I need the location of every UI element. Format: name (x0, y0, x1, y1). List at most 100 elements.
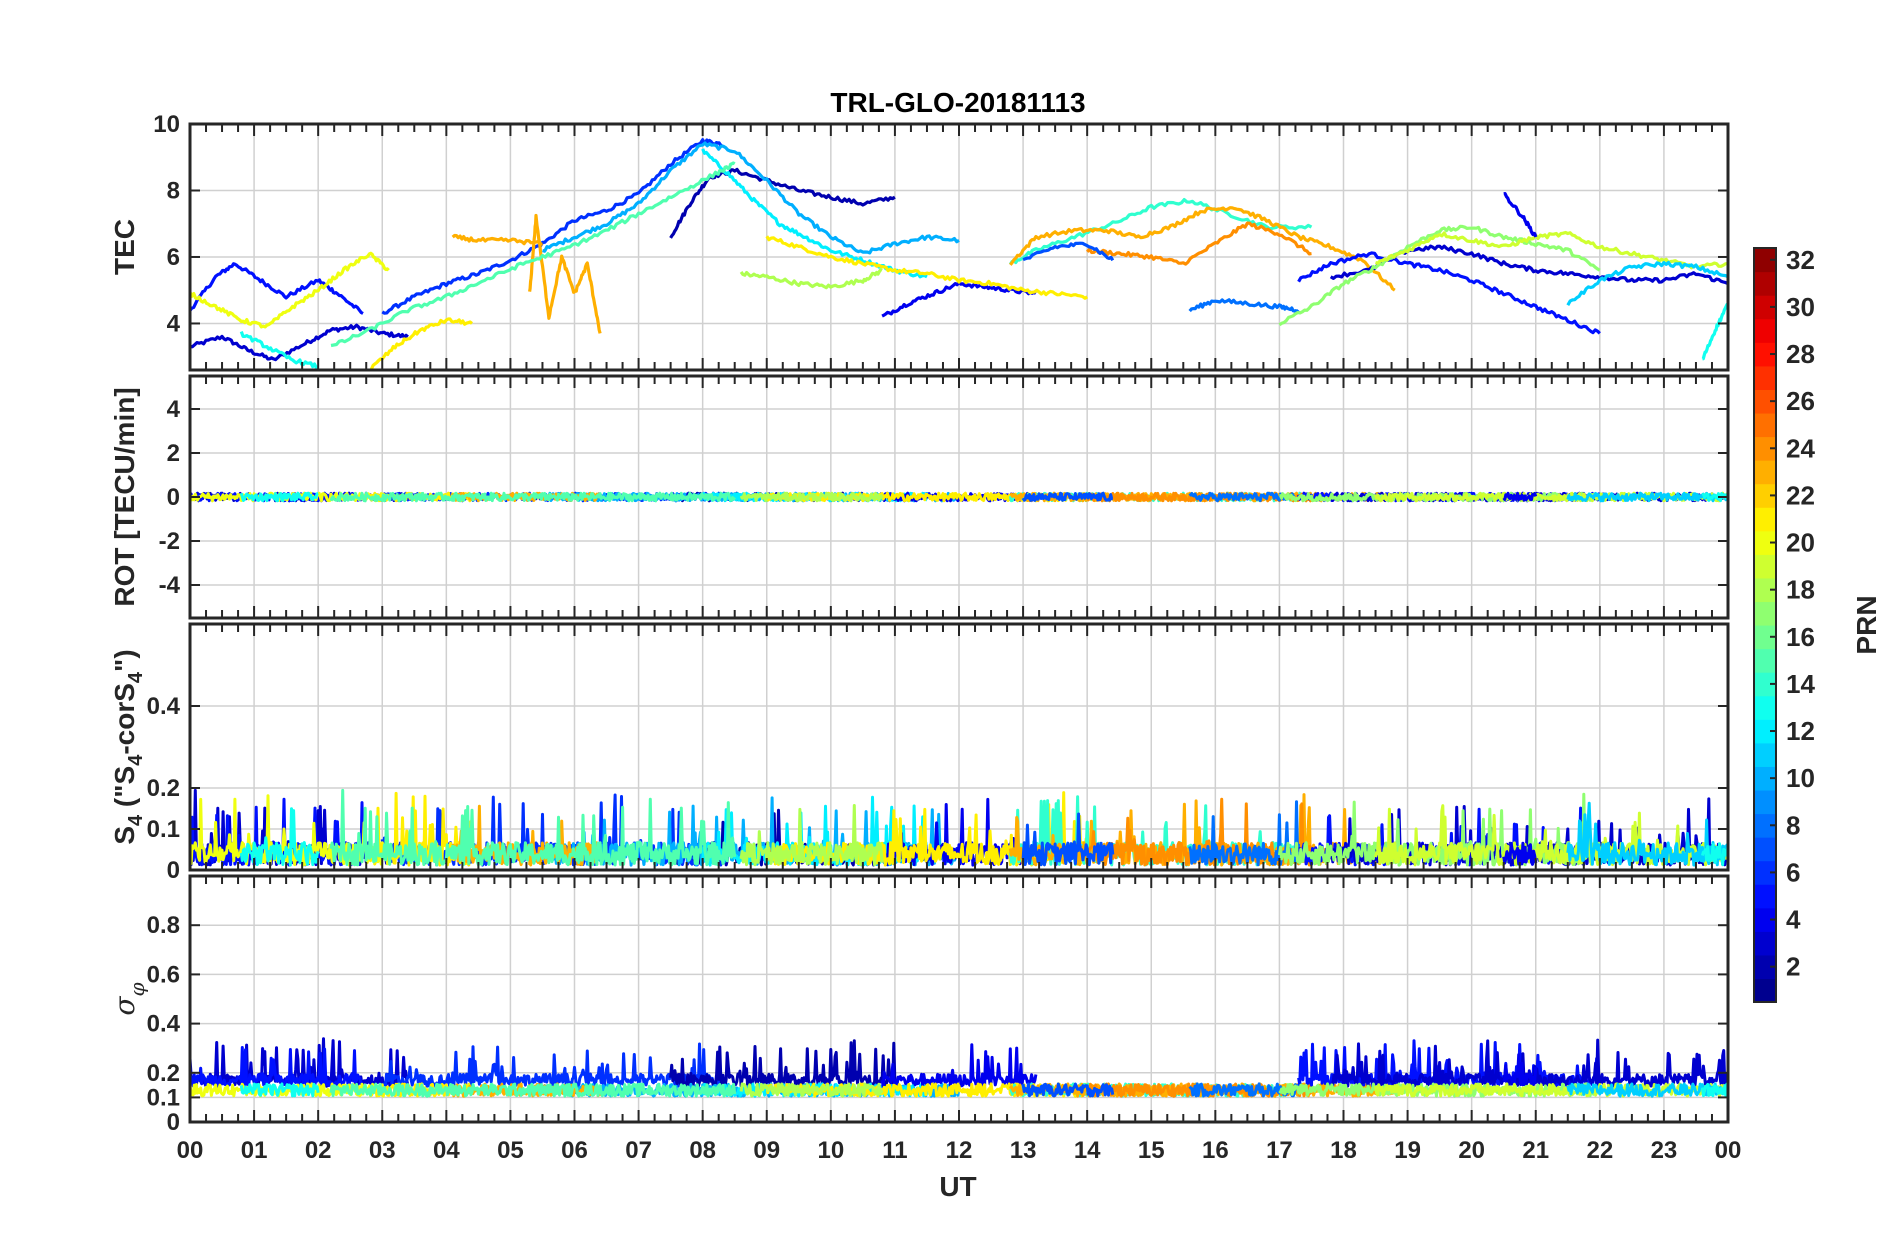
series-prn-5 (190, 1046, 364, 1088)
grid (189, 624, 1729, 871)
x-tick-label: 08 (689, 1137, 716, 1164)
y-tick-label: 0 (167, 484, 180, 511)
tec-series-prn-24 (1086, 221, 1312, 266)
x-tick-label: 22 (1586, 1137, 1613, 1164)
series-prn-13 (1700, 842, 1728, 867)
y-tick-label: 0.6 (147, 961, 180, 988)
colorbar-swatch (1754, 931, 1776, 956)
y-tick-label: -4 (159, 572, 181, 599)
tec-series-prn-23 (1009, 206, 1396, 292)
colorbar-swatch (1754, 554, 1776, 579)
x-tick-label: 04 (433, 1137, 460, 1164)
panel-1: 4 6 8 10 TEC (109, 111, 1730, 372)
plot-area (190, 491, 1728, 503)
series-prn-11 (1566, 491, 1728, 503)
series-prn-4 (1502, 1053, 1538, 1087)
plot-area (190, 1037, 1728, 1098)
colorbar-tick-label: 14 (1786, 669, 1815, 699)
colorbar-tick-label: 22 (1786, 480, 1815, 510)
series-prn-7 (1021, 491, 1114, 502)
x-tick-labels: 00 01 02 03 04 05 06 07 08 09 10 11 12 13 14 15 16 17 18 19… (177, 1137, 1742, 1164)
colorbar-tick-label: 12 (1786, 716, 1815, 746)
tec-series-prn-8 (1188, 298, 1300, 314)
colorbar-tick-label: 32 (1786, 245, 1815, 275)
y-tick-label: 4 (167, 396, 181, 423)
colorbar-swatch (1754, 954, 1776, 980)
chart-title: TRL-GLO-20181113 (830, 87, 1085, 118)
colorbar-swatch (1754, 860, 1776, 885)
y-tick-label: 0.2 (147, 775, 180, 802)
series-prn-18 (739, 1082, 884, 1098)
series-prn-8 (1188, 491, 1300, 503)
tec-series-prn-4 (1503, 192, 1538, 238)
series-prn-7 (1021, 1082, 1115, 1098)
tec-series-prn-23 (528, 213, 602, 334)
y-axis-label: TEC (109, 219, 140, 275)
colorbar-swatch (1754, 978, 1776, 1003)
series-prn-8 (1188, 1082, 1300, 1098)
colorbar-swatch (1754, 719, 1776, 744)
y-tick-label: 0.2 (147, 1060, 180, 1087)
colorbar-swatch (1754, 342, 1776, 367)
x-tick-label: 18 (1330, 1137, 1357, 1164)
series-prn-3 (1330, 1038, 1728, 1088)
colorbar-swatch (1754, 695, 1776, 720)
x-tick-label: 12 (946, 1137, 973, 1164)
x-tick-label: 06 (561, 1137, 588, 1164)
tec-series-prn-7 (1022, 241, 1115, 262)
tec-series-prn-13 (239, 331, 320, 370)
colorbar-swatch (1754, 271, 1776, 296)
x-tick-label: 20 (1458, 1137, 1485, 1164)
colorbar-tick-label: 6 (1786, 857, 1800, 887)
colorbar-swatch (1754, 837, 1776, 862)
panel-4: 00.10.2 0.4 0.6 0.8 σφ (108, 874, 1730, 1136)
tec-series-prn-21 (368, 317, 473, 370)
series-prn-8 (1188, 800, 1301, 867)
series-prn-13 (1700, 1082, 1728, 1098)
colorbar-tick-label: 24 (1786, 433, 1815, 463)
tec-series-prn-5 (190, 262, 364, 315)
colorbar-swatch (1754, 412, 1776, 438)
colorbar-swatch (1754, 365, 1776, 390)
colorbar-swatch (1754, 884, 1776, 909)
colorbar-tick-label: 18 (1786, 575, 1815, 605)
colorbar-swatch (1754, 530, 1776, 555)
colorbar-swatch (1754, 813, 1776, 838)
tec-series-prn-18 (739, 268, 883, 290)
x-tick-label: 03 (369, 1137, 396, 1164)
series-prn-18 (739, 491, 884, 503)
x-tick-label: 00 (177, 1137, 204, 1164)
colorbar-swatch (1754, 907, 1776, 932)
series-prn-13 (239, 1082, 320, 1098)
colorbar-swatch (1754, 318, 1776, 343)
x-tick-label: 19 (1394, 1137, 1421, 1164)
y-tick-label: 6 (167, 244, 180, 271)
colorbar-tick-label: 28 (1786, 339, 1815, 369)
colorbar-swatch (1754, 483, 1776, 508)
colorbar-swatch (1754, 766, 1776, 791)
series-prn-13 (239, 807, 320, 867)
colorbar-swatch (1754, 672, 1776, 697)
series-prn-19 (1374, 804, 1728, 867)
plot-area (190, 138, 1728, 370)
y-axis-label: ROT [TECU/min] (109, 387, 140, 606)
tec-series-prn-21 (765, 235, 1089, 300)
x-tick-label: 05 (497, 1137, 524, 1164)
colorbar-frame (1753, 247, 1777, 1003)
tec-series-prn-6 (381, 138, 724, 315)
x-tick-label: 16 (1202, 1137, 1229, 1164)
colorbar-tick-label: 26 (1786, 386, 1815, 416)
tec-series-prn-14 (1008, 198, 1313, 266)
series-prn-4 (880, 1043, 1038, 1088)
x-tick-label: 09 (753, 1137, 780, 1164)
x-tick-label: 17 (1266, 1137, 1293, 1164)
y-tick-label: 0.1 (147, 816, 180, 843)
colorbar-tick-label: 8 (1786, 810, 1800, 840)
tec-series-prn-11 (1566, 260, 1728, 306)
colorbar-tick-label: 20 (1786, 528, 1815, 558)
panel-3: 0 0.1 0.2 0.4S4 ("S4-corS4") (109, 622, 1730, 884)
y-tick-label: 10 (153, 111, 180, 138)
series-prn-15 (329, 788, 737, 867)
series-prn-4 (1502, 491, 1538, 502)
y-tick-label: 4 (167, 310, 181, 337)
